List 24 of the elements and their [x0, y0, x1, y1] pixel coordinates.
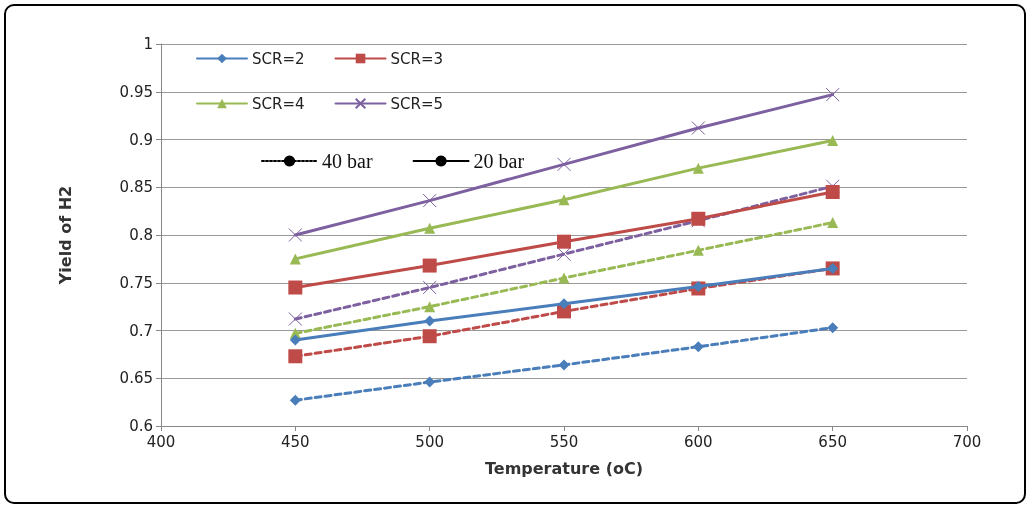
legend-label: 20 bar [473, 150, 525, 172]
y-tick-label: 0.85 [119, 178, 153, 197]
y-tick-label: 0.8 [129, 226, 153, 244]
y-tick-label: 1 [143, 35, 153, 53]
x-tick-label: 400 [146, 432, 176, 451]
y-tick-label: 0.95 [119, 82, 153, 101]
y-tick-label: 0.9 [129, 130, 153, 149]
x-tick-label: 650 [818, 432, 847, 451]
y-axis-title: Yield of H2 [55, 185, 75, 286]
x-axis-title: Temperature (oC) [484, 458, 644, 478]
x-tick-label: 600 [684, 432, 713, 451]
legend-label: SCR=2 [252, 49, 305, 68]
x-tick-label: 500 [415, 432, 444, 451]
x-tick-label: 700 [952, 432, 982, 451]
x-tick-label: 550 [549, 432, 579, 451]
x-tick-label: 450 [281, 432, 310, 451]
y-tick-label: 0.75 [119, 273, 153, 292]
legend-label: 40 bar [322, 150, 373, 172]
y-tick-label: 0.6 [129, 417, 153, 435]
legend-label: SCR=4 [252, 94, 305, 113]
y-tick-label: 0.65 [119, 369, 153, 388]
y-tick-label: 0.7 [129, 321, 153, 340]
legend-label: SCR=5 [390, 94, 444, 113]
legend-label: SCR=3 [390, 49, 444, 68]
